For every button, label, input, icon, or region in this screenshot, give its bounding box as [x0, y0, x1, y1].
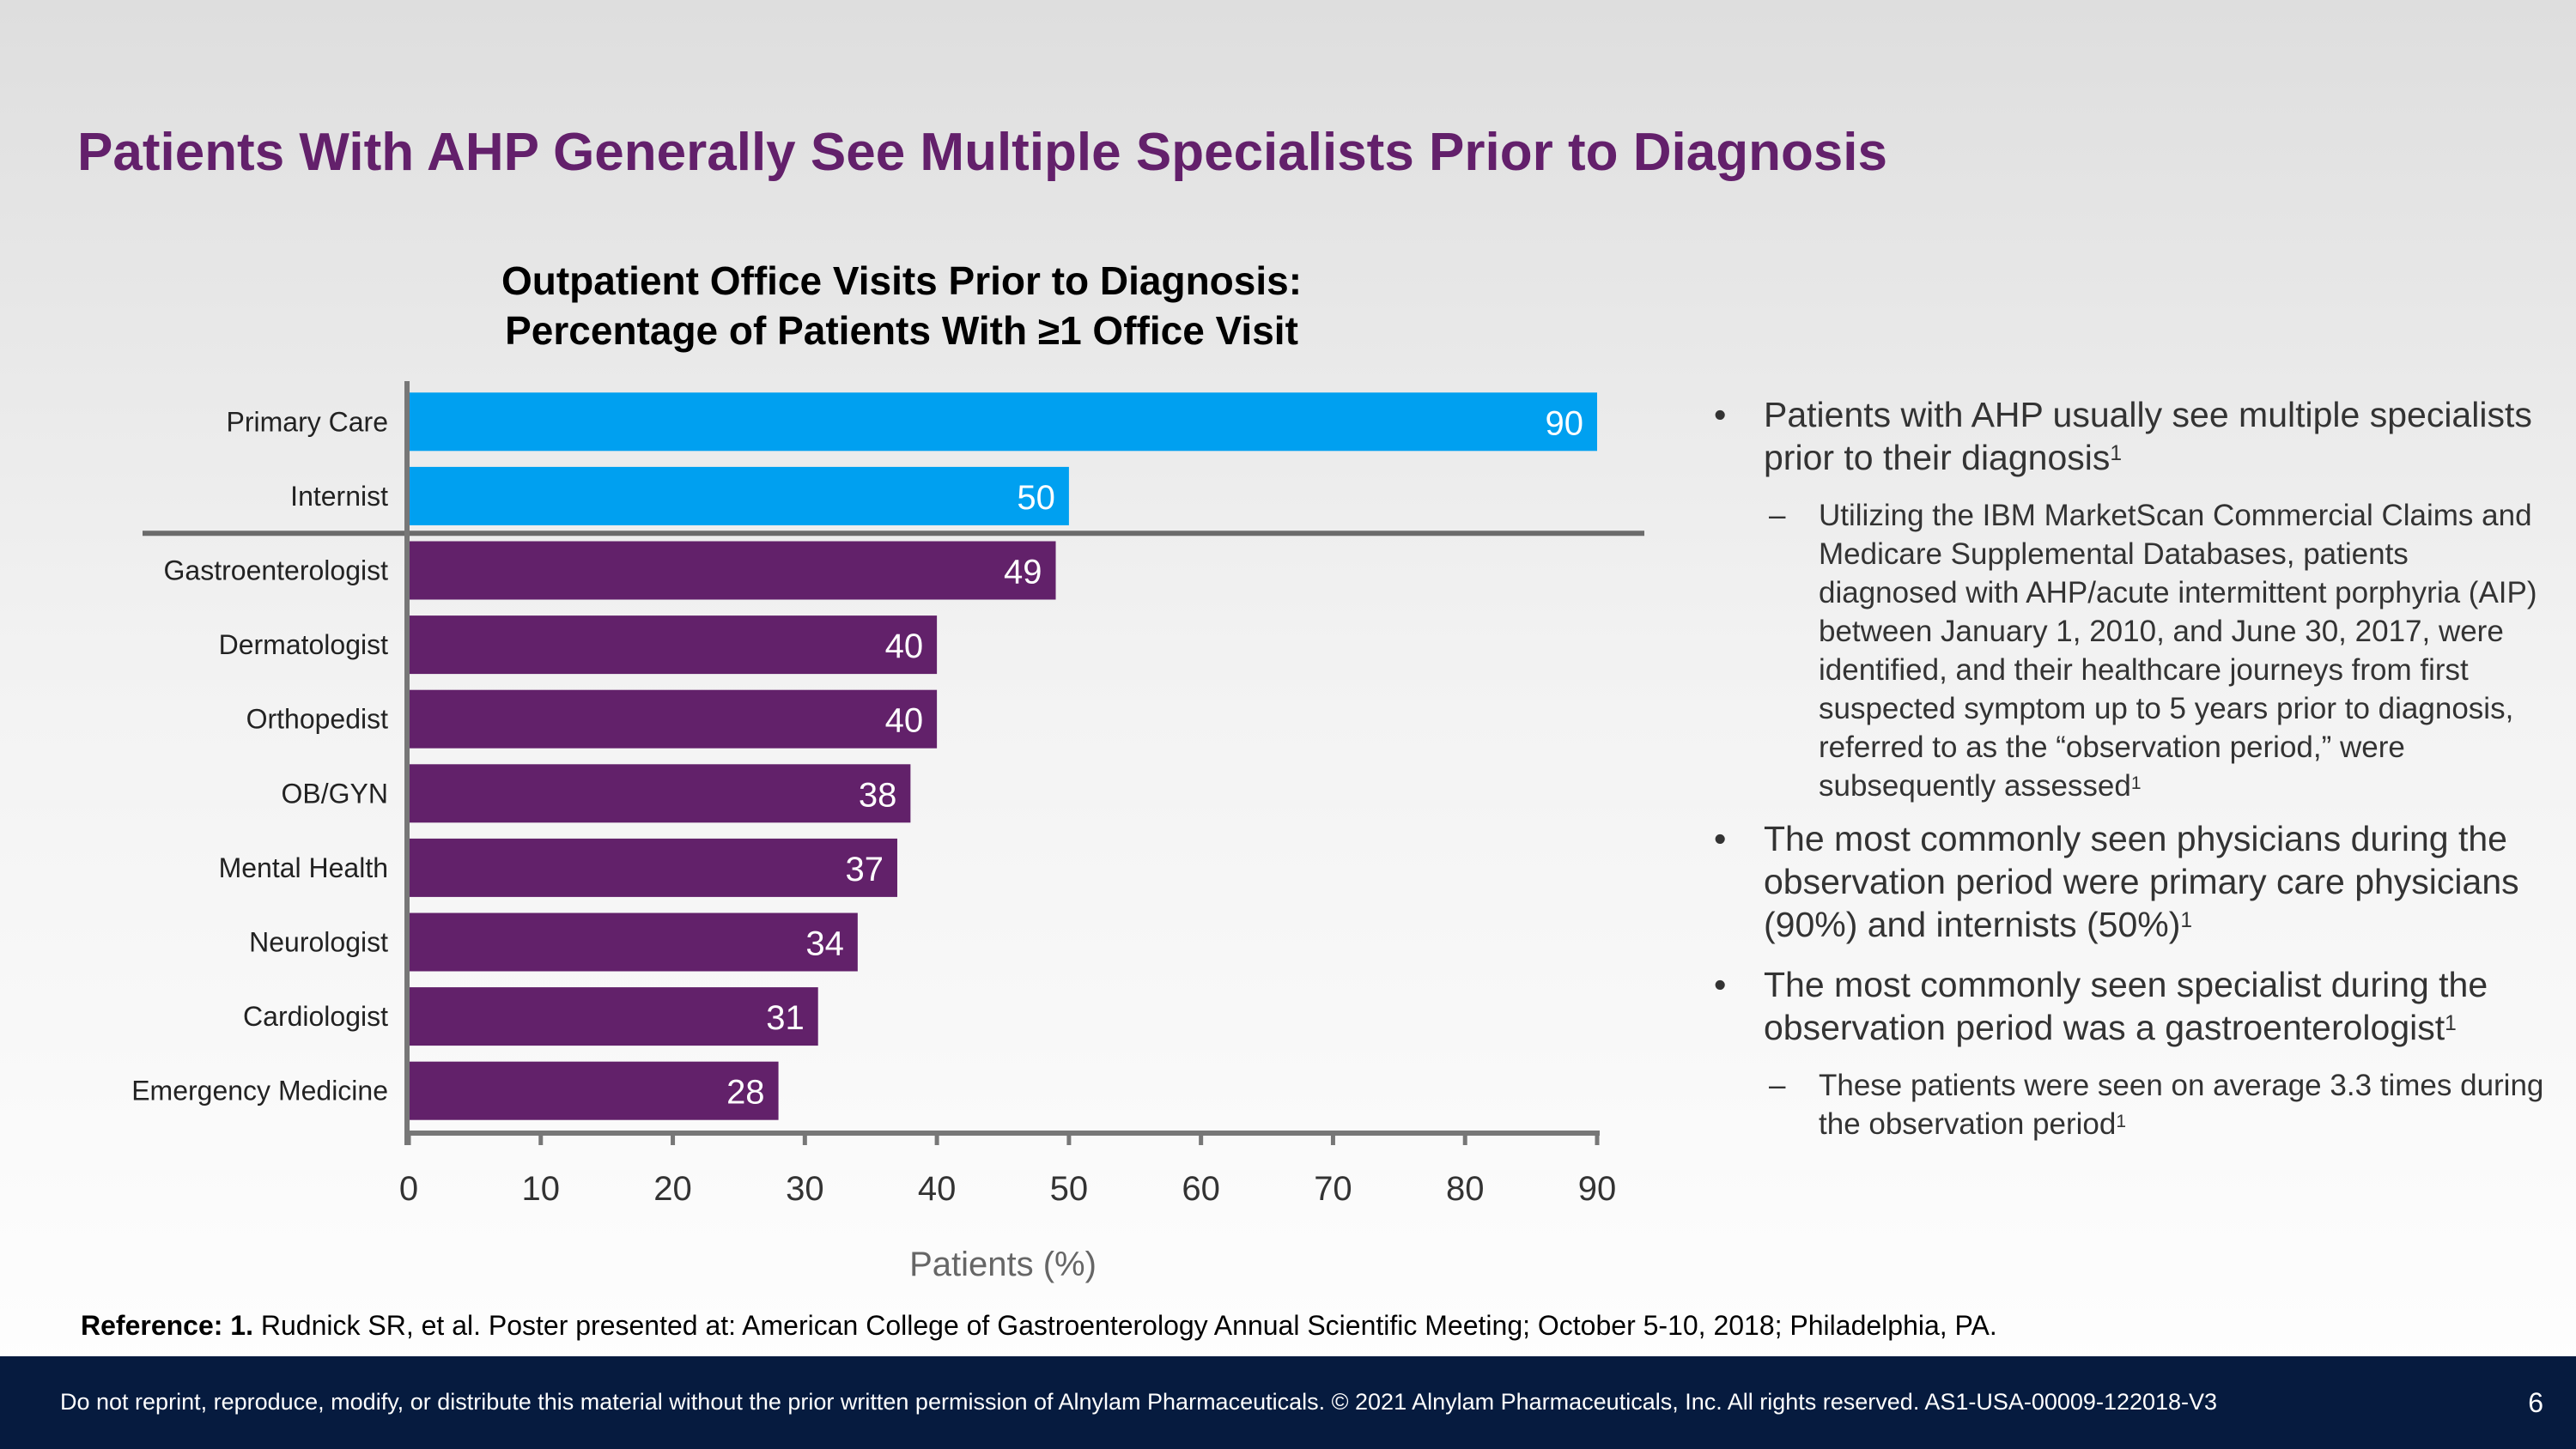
sub-bullet-text: Utilizing the IBM MarketScan Commercial … [1819, 499, 2537, 803]
sub-bullet-2-0: – These patients were seen on average 3.3… [1709, 1066, 2550, 1143]
category-label-5: OB/GYN [282, 778, 388, 809]
x-tick-label-4: 40 [918, 1170, 957, 1208]
footnote-ref: 1 [2130, 773, 2142, 793]
sub-bullet-text: These patients were seen on average 3.3 … [1819, 1069, 2544, 1141]
bar-8 [409, 987, 818, 1046]
bar-3 [409, 615, 938, 675]
labels-group: 90 Primary Care 50 Internist 49 Gastroenterol… [131, 404, 1616, 1283]
footnote-ref: 1 [2180, 909, 2193, 933]
chart-title-line-1: Outpatient Office Visits Prior to Diagno… [501, 258, 1303, 303]
x-tick-label-8: 80 [1446, 1170, 1485, 1208]
value-label-8: 31 [766, 999, 805, 1037]
bars-group [409, 392, 1597, 1120]
bar-4 [409, 689, 938, 749]
bar-0 [409, 392, 1597, 452]
value-label-7: 34 [805, 925, 844, 963]
bar-5 [409, 764, 911, 823]
slide-title: Patients With AHP Generally See Multiple… [77, 123, 1887, 182]
bullet-marker: • [1714, 965, 1727, 1004]
x-tick-label-6: 60 [1182, 1170, 1220, 1208]
bullet-marker: • [1714, 395, 1727, 434]
page-number: 6 [2528, 1387, 2543, 1418]
category-label-6: Mental Health [219, 852, 388, 883]
sub-bullet-0-0: – Utilizing the IBM MarketScan Commercial… [1709, 496, 2550, 805]
footnote-ref: 1 [2110, 442, 2123, 466]
bar-9 [409, 1061, 779, 1120]
reference-text: Rudnick SR, et al. Poster presented at: … [252, 1310, 1997, 1341]
category-label-1: Internist [290, 481, 388, 512]
bullet-text: The most commonly seen specialist during… [1764, 965, 2488, 1047]
value-label-1: 50 [1017, 479, 1055, 517]
sub-bullet-marker: – [1769, 1069, 1786, 1102]
footnote-ref: 1 [2116, 1111, 2127, 1131]
value-label-3: 40 [885, 627, 924, 665]
value-label-6: 37 [845, 851, 884, 888]
x-tick-label-2: 20 [653, 1170, 692, 1208]
bar-2 [409, 541, 1056, 600]
chart-title-line-2: Percentage of Patients With ≥1 Office Vi… [505, 308, 1298, 353]
x-tick-label-0: 0 [399, 1170, 418, 1208]
reference: Reference: 1. Rudnick SR, et al. Poster … [81, 1310, 1997, 1342]
category-label-3: Dermatologist [219, 629, 389, 660]
value-label-9: 28 [726, 1074, 765, 1112]
category-label-8: Cardiologist [243, 1001, 388, 1032]
category-label-9: Emergency Medicine [131, 1076, 388, 1106]
bar-6 [409, 838, 897, 897]
footer-bar: Do not reprint, reproduce, modify, or di… [0, 1356, 2576, 1449]
category-label-4: Orthopedist [246, 704, 389, 735]
value-label-4: 40 [885, 702, 924, 740]
sub-bullet-marker: – [1769, 499, 1786, 532]
value-label-5: 38 [859, 776, 897, 814]
chart-title: Outpatient Office Visits Prior to Diagno… [378, 256, 1425, 355]
reference-label: Reference: 1. [81, 1310, 253, 1341]
bar-1 [409, 466, 1069, 525]
x-axis-title: Patients (%) [909, 1246, 1097, 1283]
bullet-text: The most commonly seen physicians during… [1764, 819, 2519, 944]
x-tick-label-7: 70 [1314, 1170, 1352, 1208]
bullet-0: • Patients with AHP usually see multiple … [1709, 393, 2550, 479]
bullet-marker: • [1714, 819, 1727, 858]
category-label-7: Neurologist [249, 927, 388, 958]
bullet-list: • Patients with AHP usually see multiple … [1709, 393, 2550, 1155]
value-label-0: 90 [1546, 404, 1584, 442]
category-label-0: Primary Care [227, 406, 388, 437]
x-tick-label-9: 90 [1578, 1170, 1617, 1208]
footer-disclaimer: Do not reprint, reproduce, modify, or di… [60, 1389, 2218, 1415]
bar-chart: 90 Primary Care 50 Internist 49 Gastroenterol… [131, 381, 1644, 1283]
x-tick-label-3: 30 [786, 1170, 824, 1208]
x-tick-label-1: 10 [522, 1170, 561, 1208]
value-label-2: 49 [1004, 554, 1042, 591]
x-tick-label-5: 50 [1050, 1170, 1089, 1208]
bar-7 [409, 912, 858, 972]
footnote-ref: 1 [2445, 1012, 2457, 1036]
bullet-1: • The most commonly seen physicians durin… [1709, 817, 2550, 946]
bullet-text: Patients with AHP usually see multiple s… [1764, 395, 2532, 477]
bullet-2: • The most commonly seen specialist durin… [1709, 963, 2550, 1049]
category-label-2: Gastroenterologist [164, 555, 389, 586]
axis-group [143, 381, 1644, 1145]
